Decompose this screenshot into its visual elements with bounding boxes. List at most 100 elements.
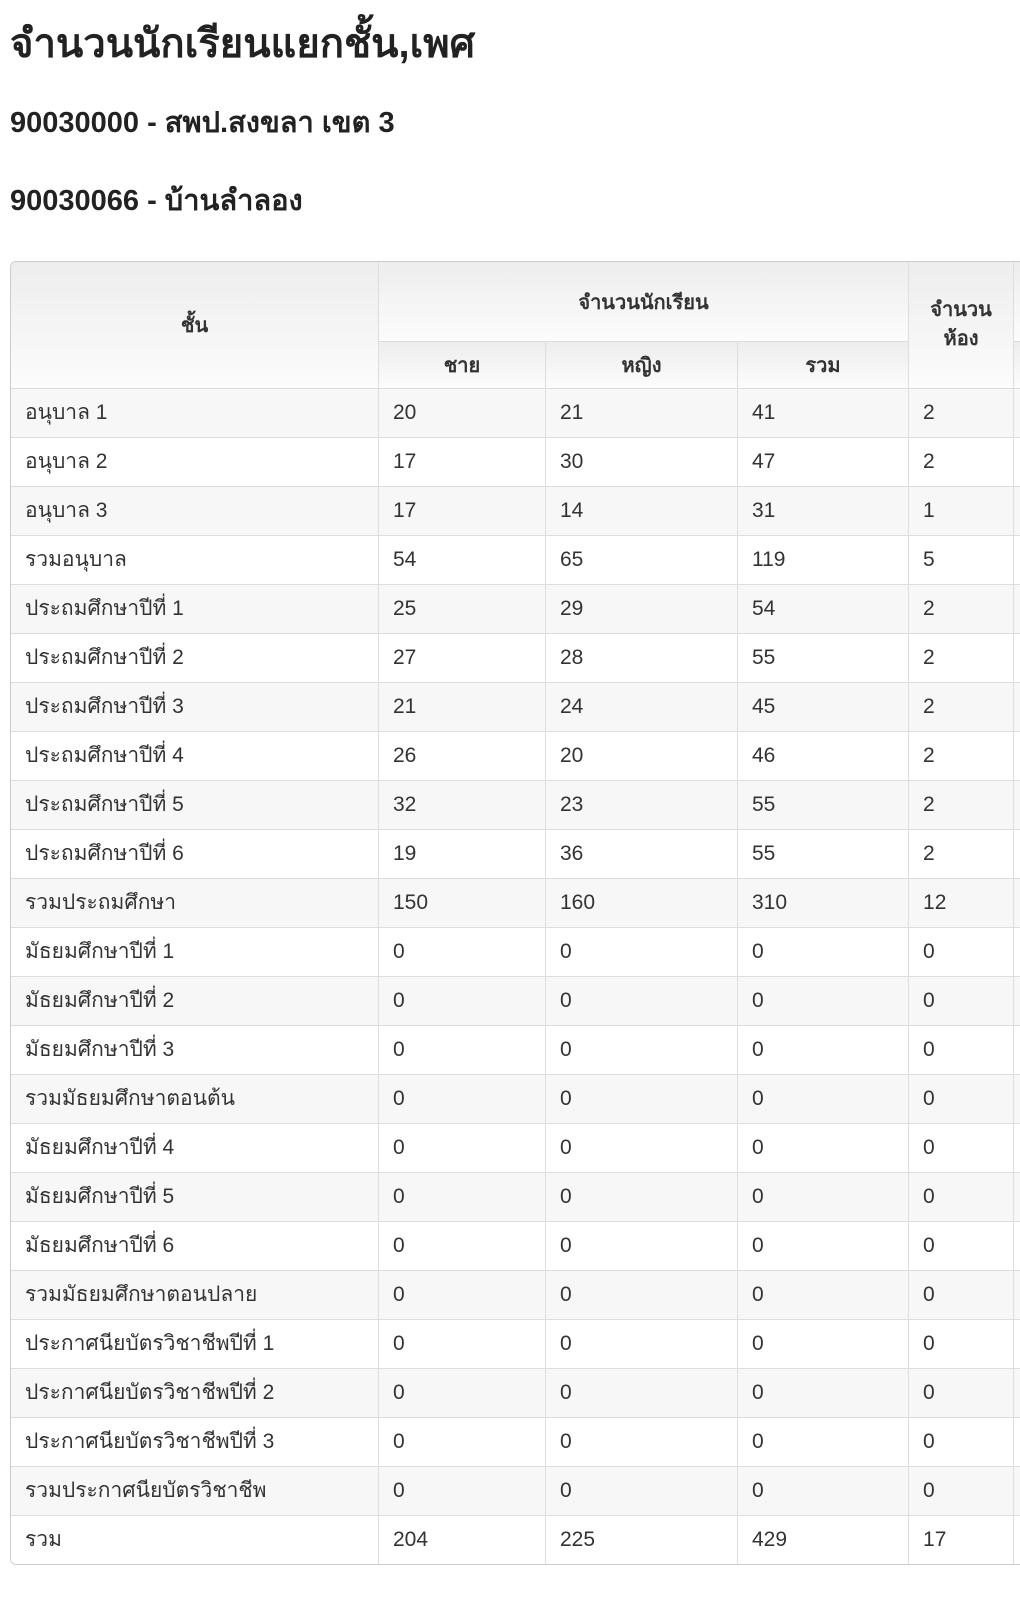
header-extra-sub-clipped (1013, 341, 1020, 388)
cell-rooms-count: 0 (908, 1172, 1014, 1221)
header-class: ชั้น (11, 262, 378, 388)
cell-extra-clipped (1013, 731, 1020, 780)
table-row: รวม 204 225 429 17 (11, 1515, 1020, 1564)
cell-rooms-count: 0 (908, 976, 1014, 1025)
cell-class-label: อนุบาล 3 (11, 486, 378, 535)
cell-class-label: รวมประถมศึกษา (11, 878, 378, 927)
cell-total-count: 0 (737, 1417, 909, 1466)
cell-class-label: มัธยมศึกษาปีที่ 3 (11, 1025, 378, 1074)
cell-rooms-count: 0 (908, 1123, 1014, 1172)
cell-female-count: 0 (545, 1270, 737, 1319)
cell-rooms-count: 2 (908, 633, 1014, 682)
cell-extra-clipped (1013, 682, 1020, 731)
header-total: รวม (737, 341, 909, 388)
cell-rooms-count: 0 (908, 927, 1014, 976)
cell-female-count: 160 (545, 878, 737, 927)
header-female: หญิง (545, 341, 737, 388)
cell-total-count: 0 (737, 927, 909, 976)
cell-total-count: 55 (737, 780, 909, 829)
cell-male-count: 0 (378, 1074, 545, 1123)
table-row: รวมมัธยมศึกษาตอนต้น 0 0 0 0 (11, 1074, 1020, 1123)
cell-total-count: 46 (737, 731, 909, 780)
cell-extra-clipped (1013, 535, 1020, 584)
cell-rooms-count: 12 (908, 878, 1014, 927)
header-row-sub: ชาย หญิง รวม (11, 341, 1020, 388)
header-students-group: จำนวนนักเรียน (378, 262, 909, 341)
cell-male-count: 0 (378, 1270, 545, 1319)
cell-extra-clipped (1013, 780, 1020, 829)
cell-rooms-count: 0 (908, 1466, 1014, 1515)
cell-class-label: รวม (11, 1515, 378, 1564)
cell-class-label: ประกาศนียบัตรวิชาชีพปีที่ 3 (11, 1417, 378, 1466)
cell-female-count: 0 (545, 1172, 737, 1221)
cell-extra-clipped (1013, 878, 1020, 927)
cell-rooms-count: 0 (908, 1074, 1014, 1123)
page-title: จำนวนนักเรียนแยกชั้น,เพศ (10, 22, 476, 66)
cell-class-label: อนุบาล 1 (11, 388, 378, 437)
cell-total-count: 310 (737, 878, 909, 927)
cell-male-count: 204 (378, 1515, 545, 1564)
cell-male-count: 21 (378, 682, 545, 731)
cell-extra-clipped (1013, 633, 1020, 682)
table-row: รวมประกาศนียบัตรวิชาชีพ 0 0 0 0 (11, 1466, 1020, 1515)
table-row: ประถมศึกษาปีที่ 1 25 29 54 2 (11, 584, 1020, 633)
table-row: รวมประถมศึกษา 150 160 310 12 (11, 878, 1020, 927)
cell-rooms-count: 2 (908, 829, 1014, 878)
cell-class-label: มัธยมศึกษาปีที่ 2 (11, 976, 378, 1025)
cell-male-count: 25 (378, 584, 545, 633)
cell-total-count: 54 (737, 584, 909, 633)
cell-total-count: 0 (737, 1025, 909, 1074)
cell-rooms-count: 2 (908, 780, 1014, 829)
cell-extra-clipped (1013, 1123, 1020, 1172)
cell-female-count: 29 (545, 584, 737, 633)
cell-total-count: 47 (737, 437, 909, 486)
cell-total-count: 429 (737, 1515, 909, 1564)
cell-extra-clipped (1013, 388, 1020, 437)
cell-total-count: 41 (737, 388, 909, 437)
cell-female-count: 30 (545, 437, 737, 486)
cell-male-count: 0 (378, 1123, 545, 1172)
cell-total-count: 55 (737, 633, 909, 682)
cell-rooms-count: 0 (908, 1319, 1014, 1368)
cell-male-count: 54 (378, 535, 545, 584)
cell-total-count: 0 (737, 1466, 909, 1515)
cell-female-count: 36 (545, 829, 737, 878)
cell-male-count: 27 (378, 633, 545, 682)
cell-male-count: 0 (378, 927, 545, 976)
cell-male-count: 0 (378, 1172, 545, 1221)
cell-rooms-count: 0 (908, 1368, 1014, 1417)
cell-male-count: 19 (378, 829, 545, 878)
cell-male-count: 17 (378, 437, 545, 486)
cell-extra-clipped (1013, 976, 1020, 1025)
cell-total-count: 31 (737, 486, 909, 535)
cell-female-count: 0 (545, 1123, 737, 1172)
cell-male-count: 0 (378, 1221, 545, 1270)
cell-class-label: ประถมศึกษาปีที่ 5 (11, 780, 378, 829)
cell-class-label: ประถมศึกษาปีที่ 6 (11, 829, 378, 878)
header-male: ชาย (378, 341, 545, 388)
table-header: ชั้น จำนวนนักเรียน จำนวน ห้อง ชาย หญิง ร… (11, 262, 1020, 388)
cell-class-label: ประกาศนียบัตรวิชาชีพปีที่ 1 (11, 1319, 378, 1368)
cell-class-label: ประถมศึกษาปีที่ 4 (11, 731, 378, 780)
cell-extra-clipped (1013, 1025, 1020, 1074)
cell-rooms-count: 0 (908, 1025, 1014, 1074)
table-row: ประถมศึกษาปีที่ 4 26 20 46 2 (11, 731, 1020, 780)
cell-rooms-count: 0 (908, 1221, 1014, 1270)
cell-rooms-count: 2 (908, 731, 1014, 780)
table-row: อนุบาล 3 17 14 31 1 (11, 486, 1020, 535)
cell-class-label: มัธยมศึกษาปีที่ 4 (11, 1123, 378, 1172)
cell-male-count: 20 (378, 388, 545, 437)
cell-female-count: 225 (545, 1515, 737, 1564)
cell-male-count: 0 (378, 976, 545, 1025)
cell-female-count: 65 (545, 535, 737, 584)
cell-female-count: 0 (545, 1221, 737, 1270)
cell-male-count: 0 (378, 1466, 545, 1515)
cell-total-count: 0 (737, 1074, 909, 1123)
header-row-top: ชั้น จำนวนนักเรียน จำนวน ห้อง (11, 262, 1020, 388)
cell-female-count: 0 (545, 1074, 737, 1123)
cell-female-count: 14 (545, 486, 737, 535)
cell-class-label: รวมประกาศนียบัตรวิชาชีพ (11, 1466, 378, 1515)
